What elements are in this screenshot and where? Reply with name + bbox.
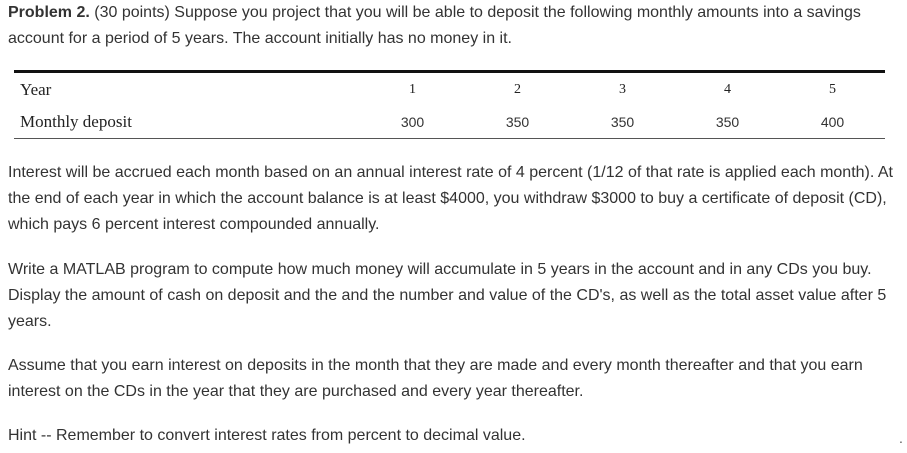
year-cell: 4 (724, 81, 731, 97)
row-label-monthly-deposit: Monthly deposit (20, 112, 132, 131)
table-row-monthly-deposit: Monthly deposit 300 350 350 350 400 (14, 106, 885, 139)
deposit-cell: 350 (505, 114, 530, 130)
hint-paragraph: Hint -- Remember to convert interest rat… (8, 427, 526, 444)
year-cell: 3 (619, 81, 626, 97)
deposit-cell: 350 (715, 114, 740, 130)
deposit-cell: 400 (820, 114, 845, 130)
interest-paragraph: Interest will be accrued each month base… (8, 164, 893, 233)
year-cell: 1 (409, 81, 416, 97)
stray-dot-mark: . (899, 430, 903, 446)
monthly-deposit-table: Year 1 2 3 4 5 Monthly deposit 300 350 3… (14, 70, 885, 139)
row-label-year: Year (20, 79, 52, 99)
table-row-year: Year 1 2 3 4 5 (14, 72, 885, 107)
assumption-paragraph: Assume that you earn interest on deposit… (8, 357, 863, 400)
deposit-cell: 300 (400, 114, 425, 130)
problem-heading: Problem 2. (8, 4, 90, 21)
problem-intro-text: (30 points) Suppose you project that you… (8, 4, 861, 47)
year-cell: 5 (829, 81, 836, 97)
problem-statement: Problem 2. (30 points) Suppose you proje… (8, 0, 901, 52)
year-cell: 2 (514, 81, 521, 97)
matlab-task-paragraph: Write a MATLAB program to compute how mu… (8, 261, 887, 330)
deposit-cell: 350 (610, 114, 635, 130)
